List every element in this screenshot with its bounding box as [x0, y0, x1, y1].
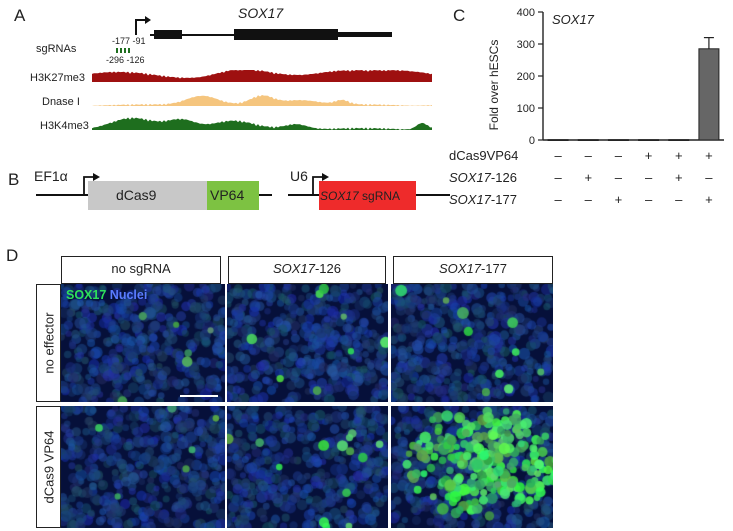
- sign-r0-c3: +: [644, 148, 653, 163]
- sgrnas-label: sgRNAs: [36, 43, 77, 55]
- cond-label-2: SOX17-177: [449, 192, 517, 207]
- dcas9-box: [88, 181, 207, 210]
- sg-label-126: -126: [126, 55, 145, 65]
- y-tick-label-0: 0: [529, 135, 535, 147]
- vp64-label: VP64: [210, 187, 245, 203]
- row-label-dcas9-vp64: dCas9 VP64: [36, 406, 61, 528]
- sg-top-labels: -177 -91: [112, 36, 146, 46]
- bar-5: [698, 48, 720, 141]
- sgrna-gene: SOX17: [320, 189, 359, 203]
- bar-0: [547, 139, 569, 141]
- track-label-h3k4me3: H3K4me3: [40, 120, 89, 132]
- sign-r0-c2: –: [614, 148, 623, 163]
- sg-label-296: -296: [106, 55, 125, 65]
- sgrna-suffix: sgRNA: [358, 189, 401, 203]
- bar-2: [607, 139, 629, 141]
- panel-letter-a: A: [14, 6, 26, 25]
- sg-label-91: -91: [132, 36, 146, 46]
- sign-r2-c3: –: [644, 192, 653, 207]
- signal-tracks: [92, 70, 432, 130]
- bar-4: [668, 139, 690, 141]
- sign-r1-c0: –: [554, 170, 562, 185]
- vp64-box: [207, 181, 259, 210]
- dcas9-label: dCas9: [116, 187, 157, 203]
- track-dnase: [92, 95, 432, 106]
- col-header-no-sgrna: no sgRNA: [61, 256, 221, 284]
- bar-3: [638, 139, 660, 141]
- panel-letter-d: D: [6, 246, 19, 265]
- sign-r2-c1: –: [584, 192, 592, 207]
- sg-label-177: -177: [112, 36, 131, 46]
- micrograph-no-effector-no-sgrna: [61, 284, 225, 402]
- row-label-no-effector: no effector: [36, 284, 61, 402]
- sign-r1-c4: +: [674, 170, 683, 185]
- sign-r2-c2: +: [614, 192, 623, 207]
- micrograph-no-effector-177: [391, 284, 553, 402]
- track-label-h3k27me3: H3K27me3: [30, 72, 86, 84]
- bar-1: [577, 139, 599, 141]
- sign-r0-c1: –: [584, 148, 592, 163]
- track-h3k4me3: [92, 117, 432, 130]
- sign-r0-c4: +: [674, 148, 683, 163]
- chart-title: SOX17: [552, 12, 594, 27]
- y-tick-label-200: 200: [517, 71, 535, 83]
- sign-r0-c5: +: [705, 148, 713, 163]
- micrograph-vp64-no-sgrna: [61, 406, 225, 528]
- track-h3k27me3: [92, 70, 432, 82]
- sg-bottom-labels: -296 -126: [106, 55, 145, 65]
- sign-r1-c1: +: [584, 170, 593, 185]
- sign-r1-c3: –: [644, 170, 653, 185]
- sign-r1-c5: –: [705, 170, 713, 185]
- cond-label-1: SOX17-126: [449, 170, 517, 185]
- y-tick-label-300: 300: [517, 39, 535, 51]
- scale-bar: [180, 395, 218, 397]
- construct-diagram: [36, 173, 450, 210]
- stain-nuclei: Nuclei: [106, 288, 148, 302]
- promoter-ef1a: EF1α: [34, 168, 68, 184]
- sign-r0-c0: –: [554, 148, 562, 163]
- y-tick-label-100: 100: [517, 103, 535, 115]
- panel-letter-c: C: [453, 6, 466, 25]
- promoter-u6: U6: [290, 168, 308, 184]
- y-tick-label-400: 400: [517, 7, 535, 19]
- sign-r2-c4: –: [675, 192, 683, 207]
- col-header-177: SOX17-177: [393, 256, 553, 284]
- gene-title: SOX17: [238, 5, 284, 21]
- sign-r2-c0: –: [554, 192, 562, 207]
- sign-r1-c2: –: [614, 170, 623, 185]
- col-header-126: SOX17-126: [228, 256, 386, 284]
- panel-letter-b: B: [8, 170, 20, 189]
- sgrna-label: SOX17 sgRNA: [320, 189, 400, 203]
- micrograph-vp64-177: [391, 406, 553, 528]
- sgrna-box: [319, 181, 416, 210]
- stain-legend: SOX17 Nuclei: [66, 288, 147, 302]
- cond-label-0: dCas9VP64: [449, 148, 519, 163]
- micrograph-no-effector-126: [227, 284, 388, 402]
- stain-sox17: SOX17: [66, 288, 107, 302]
- micrograph-vp64-126: [227, 406, 388, 528]
- gene-model: [116, 16, 392, 53]
- sign-r2-c5: +: [705, 192, 713, 207]
- track-label-dnase: Dnase I: [42, 96, 80, 108]
